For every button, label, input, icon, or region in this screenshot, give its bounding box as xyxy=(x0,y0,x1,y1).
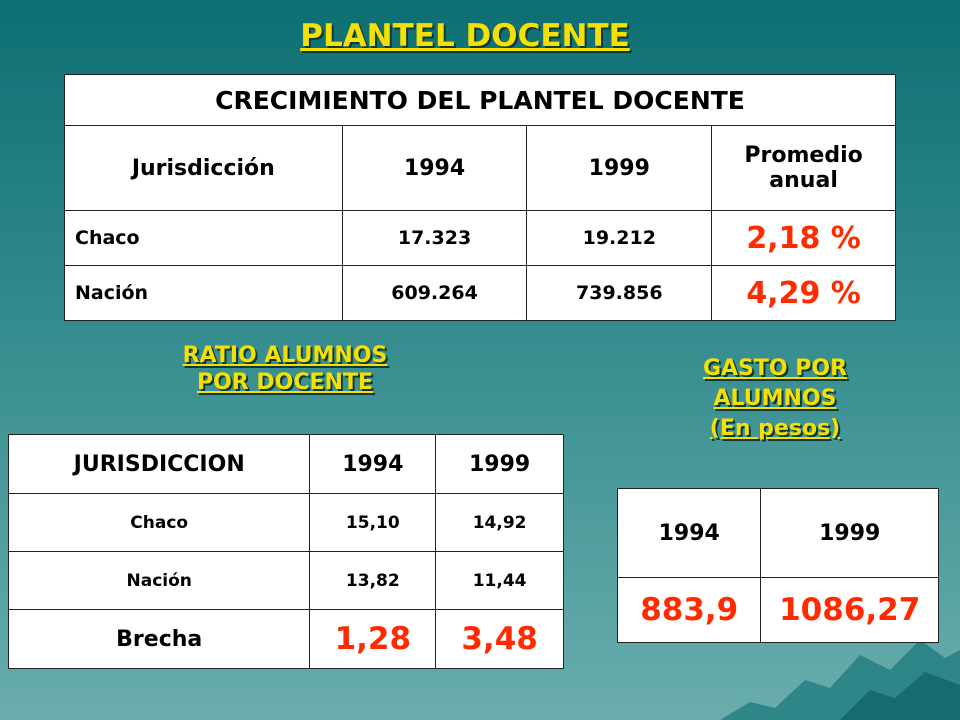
row-name: Nación xyxy=(64,265,343,321)
row-1994: 609.264 xyxy=(341,265,528,321)
gasto-title-line2: ALUMNOS xyxy=(713,386,837,411)
header-1994: 1994 xyxy=(341,125,528,211)
crecimiento-table: CRECIMIENTO DEL PLANTEL DOCENTE Jurisdic… xyxy=(64,74,896,321)
header-promedio-line1: Promedio xyxy=(744,143,863,168)
header-promedio-line2: anual xyxy=(769,168,838,193)
table-row: Nación 13,82 11,44 xyxy=(7,551,564,610)
ratio-title-line1: RATIO ALUMNOS xyxy=(182,343,388,368)
crecimiento-caption: CRECIMIENTO DEL PLANTEL DOCENTE xyxy=(64,74,896,126)
table-row: Nación 609.264 739.856 4,29 % xyxy=(64,265,896,321)
header-jurisdiccion: Jurisdicción xyxy=(64,125,343,211)
row-1999: 739.856 xyxy=(526,265,713,321)
header-1999: 1999 xyxy=(526,125,713,211)
gasto-1999-value: 1086,27 xyxy=(760,577,939,643)
table-row: Chaco 17.323 19.212 2,18 % xyxy=(64,210,896,266)
row-1994: 15,10 xyxy=(309,493,437,552)
brecha-1994: 1,28 xyxy=(309,609,437,669)
gasto-table: 1994 1999 883,9 1086,27 xyxy=(616,488,939,643)
header-1999: 1999 xyxy=(760,488,939,578)
mountain-decoration xyxy=(720,640,960,720)
header-1999: 1999 xyxy=(435,434,564,494)
brecha-label: Brecha xyxy=(7,609,311,669)
row-name: Chaco xyxy=(7,493,311,552)
header-jurisdiccion: JURISDICCION xyxy=(7,434,311,494)
ratio-title: RATIO ALUMNOS POR DOCENTE xyxy=(100,342,470,396)
ratio-table: JURISDICCION 1994 1999 Chaco 15,10 14,92… xyxy=(7,434,564,669)
gasto-title: GASTO POR ALUMNOS (En pesos) xyxy=(620,354,930,444)
row-1994: 13,82 xyxy=(309,551,437,610)
row-name: Nación xyxy=(7,551,311,610)
row-1999: 11,44 xyxy=(435,551,564,610)
gasto-1994-value: 883,9 xyxy=(616,577,762,643)
ratio-title-line2: POR DOCENTE xyxy=(196,370,373,395)
header-1994: 1994 xyxy=(616,488,762,578)
gasto-title-line1: GASTO POR xyxy=(702,356,848,381)
brecha-row: Brecha 1,28 3,48 xyxy=(7,609,564,669)
header-promedio: Promedio anual xyxy=(711,125,896,211)
brecha-1999: 3,48 xyxy=(435,609,564,669)
row-1994: 17.323 xyxy=(341,210,528,266)
row-promedio: 4,29 % xyxy=(711,265,896,321)
gasto-title-unit: (En pesos) xyxy=(709,416,841,441)
header-1994: 1994 xyxy=(309,434,437,494)
row-name: Chaco xyxy=(64,210,343,266)
row-1999: 19.212 xyxy=(526,210,713,266)
row-promedio: 2,18 % xyxy=(711,210,896,266)
page-title: PLANTEL DOCENTE xyxy=(300,18,630,54)
table-row: Chaco 15,10 14,92 xyxy=(7,493,564,552)
row-1999: 14,92 xyxy=(435,493,564,552)
